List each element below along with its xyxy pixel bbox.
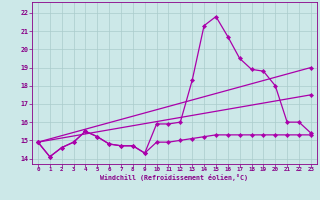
X-axis label: Windchill (Refroidissement éolien,°C): Windchill (Refroidissement éolien,°C)	[100, 174, 248, 181]
